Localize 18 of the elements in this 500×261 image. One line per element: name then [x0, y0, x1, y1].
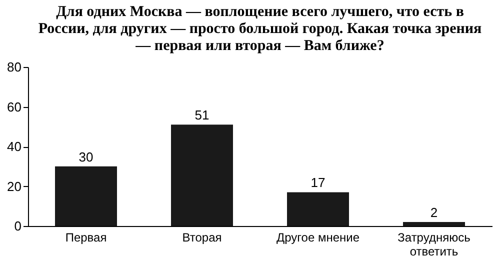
- x-tick-label: Вторая: [182, 230, 222, 244]
- x-tick-label: Другое мнение: [276, 230, 360, 244]
- y-tick-label: 40: [7, 139, 22, 154]
- data-label: 2: [430, 205, 438, 220]
- x-tick-label: Затрудняюсь ответить: [398, 230, 470, 258]
- x-tick-label: Первая: [65, 230, 107, 244]
- bar: [403, 222, 465, 226]
- bar: [55, 166, 117, 226]
- y-tick-label: 20: [7, 178, 22, 194]
- y-tick-label: 60: [7, 99, 22, 114]
- y-tick-label: 80: [7, 60, 22, 74]
- bar: [287, 192, 349, 226]
- data-label: 51: [194, 108, 210, 123]
- y-tick-label: 0: [14, 218, 22, 234]
- bar: [171, 124, 233, 226]
- chart-title: Для одних Москва — воплощение всего лучшего, что есть в России, для других — просто большой город. Какая точка зрения — первая или вторая — Вам ближе?: [38, 4, 482, 54]
- data-label: 17: [310, 175, 326, 190]
- data-label: 30: [78, 149, 94, 164]
